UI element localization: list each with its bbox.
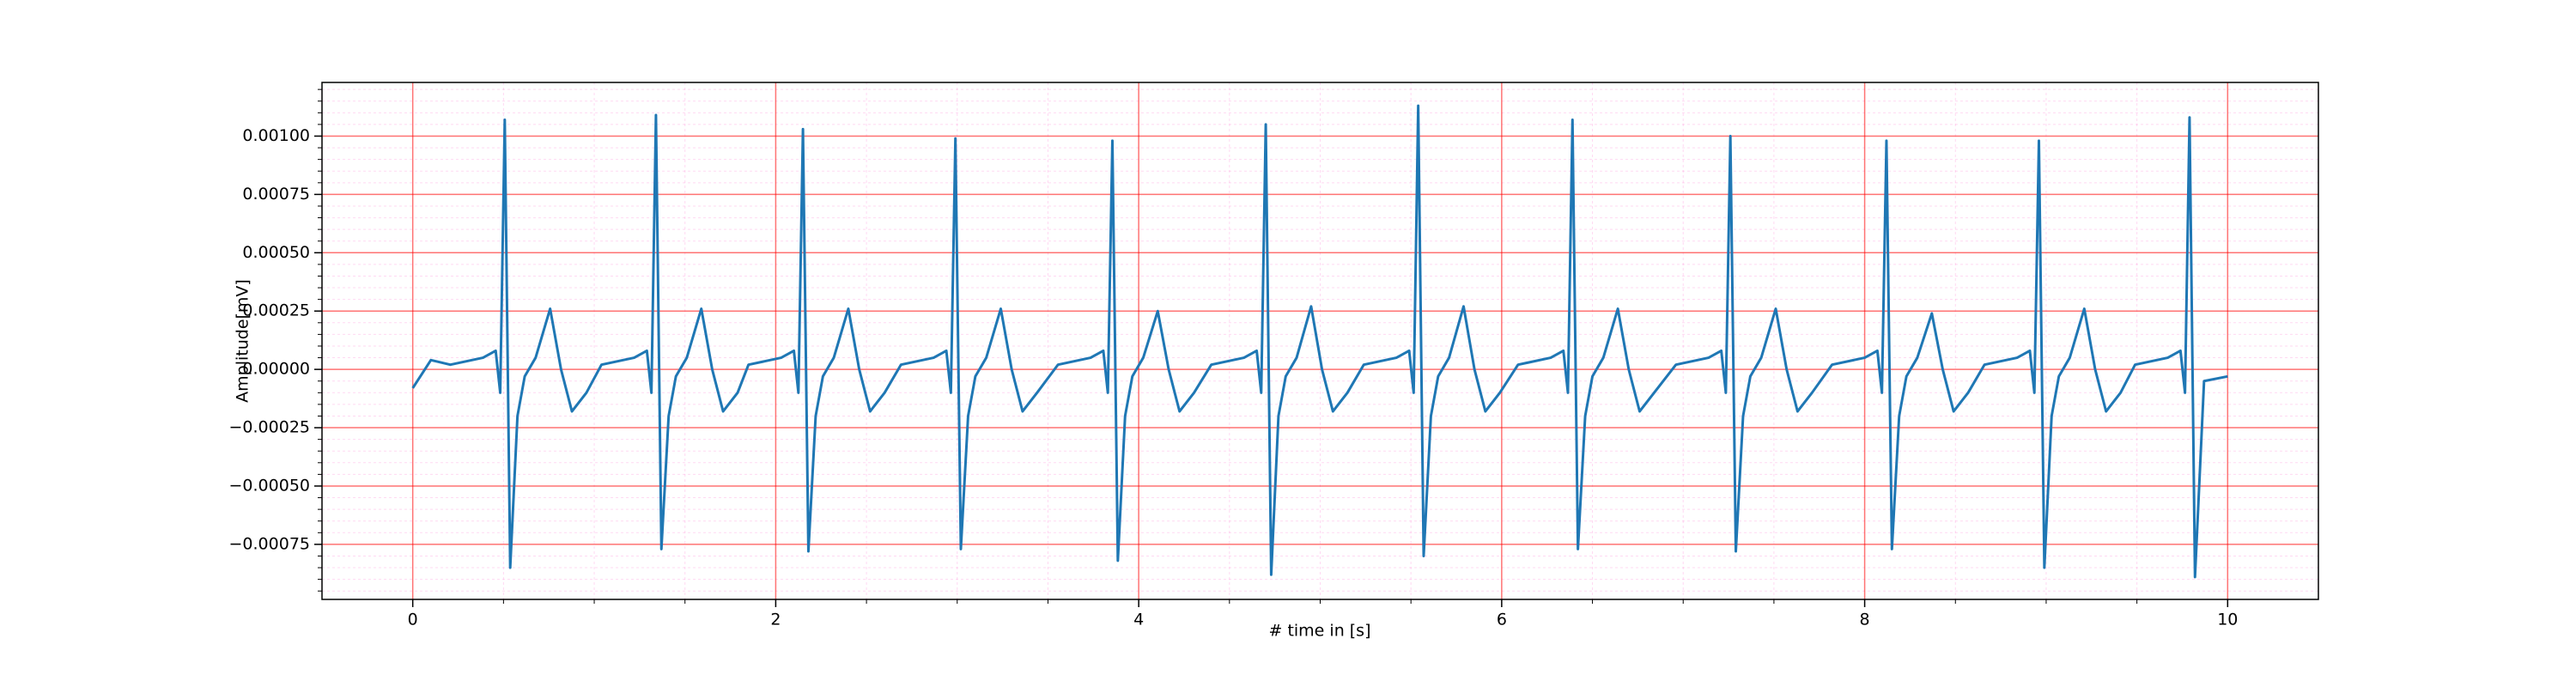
y-tick-label: 0.00100 [242, 126, 310, 145]
x-tick-label: 6 [1497, 611, 1507, 629]
y-tick-label: 0.00075 [242, 185, 310, 204]
plot-frame [321, 82, 2319, 600]
y-tick-label: −0.00025 [229, 418, 311, 437]
y-tick-label: 0.00025 [242, 301, 310, 320]
y-tick-label: −0.00075 [229, 534, 311, 553]
y-tick-label: 0.00050 [242, 243, 310, 262]
x-tick-label: 2 [770, 611, 781, 629]
y-tick-label: −0.00050 [229, 476, 311, 495]
y-axis-label: Amplitude[mV] [234, 279, 252, 403]
y-tick-label: 0.00000 [242, 360, 310, 379]
x-axis-label: # time in [s] [1268, 622, 1370, 641]
x-tick-label: 4 [1133, 611, 1144, 629]
x-tick-label: 8 [1860, 611, 1870, 629]
x-tick-label: 10 [2217, 611, 2238, 629]
line-series [411, 104, 2228, 579]
x-tick-label: 0 [408, 611, 418, 629]
